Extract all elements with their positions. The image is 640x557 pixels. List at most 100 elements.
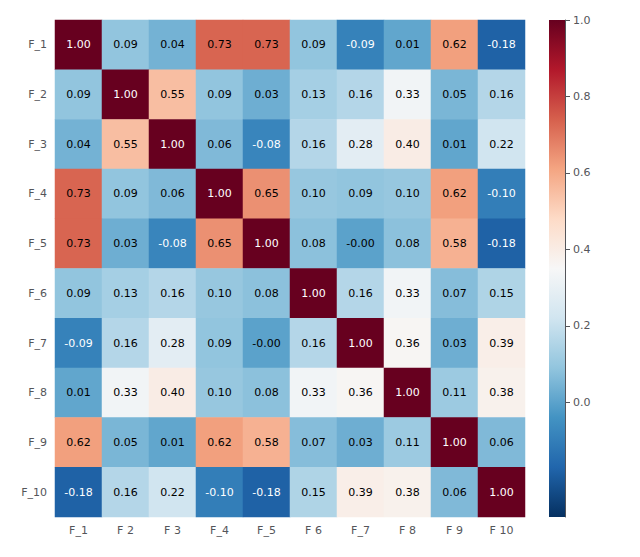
svg-text:0.6: 0.6: [573, 166, 591, 179]
svg-text:-0.18: -0.18: [64, 486, 92, 499]
svg-text:0.13: 0.13: [113, 287, 138, 300]
svg-text:0.0: 0.0: [573, 396, 591, 409]
svg-text:0.01: 0.01: [66, 386, 91, 399]
svg-text:0.62: 0.62: [66, 436, 91, 449]
svg-text:0.16: 0.16: [489, 88, 514, 101]
svg-text:0.62: 0.62: [207, 436, 232, 449]
svg-text:F 3: F 3: [164, 524, 181, 537]
svg-text:0.11: 0.11: [395, 436, 420, 449]
svg-text:0.01: 0.01: [395, 38, 420, 51]
svg-text:1.0: 1.0: [573, 14, 591, 27]
svg-text:0.16: 0.16: [348, 287, 373, 300]
svg-text:0.08: 0.08: [254, 386, 279, 399]
svg-text:0.58: 0.58: [442, 237, 467, 250]
svg-text:F_4: F_4: [28, 187, 47, 200]
svg-text:0.03: 0.03: [113, 237, 138, 250]
svg-text:0.33: 0.33: [301, 386, 326, 399]
svg-text:0.15: 0.15: [301, 486, 326, 499]
svg-text:0.62: 0.62: [442, 38, 467, 51]
svg-text:F_4: F_4: [210, 524, 229, 537]
svg-text:0.06: 0.06: [442, 486, 467, 499]
svg-text:0.22: 0.22: [160, 486, 185, 499]
svg-text:-0.18: -0.18: [487, 38, 515, 51]
svg-text:F_8: F_8: [28, 386, 47, 399]
svg-text:0.16: 0.16: [301, 337, 326, 350]
svg-text:0.16: 0.16: [348, 88, 373, 101]
svg-text:0.01: 0.01: [442, 138, 467, 151]
svg-text:0.01: 0.01: [160, 436, 185, 449]
svg-text:0.2: 0.2: [573, 319, 591, 332]
svg-text:0.15: 0.15: [489, 287, 514, 300]
svg-text:0.62: 0.62: [442, 187, 467, 200]
svg-text:-0.09: -0.09: [64, 337, 92, 350]
svg-text:-0.18: -0.18: [487, 237, 515, 250]
svg-text:0.03: 0.03: [348, 436, 373, 449]
svg-text:1.00: 1.00: [489, 486, 514, 499]
svg-text:-0.08: -0.08: [158, 237, 186, 250]
svg-text:0.58: 0.58: [254, 436, 279, 449]
svg-text:1.00: 1.00: [66, 38, 91, 51]
svg-text:0.09: 0.09: [301, 38, 326, 51]
svg-text:0.55: 0.55: [113, 138, 138, 151]
svg-text:0.10: 0.10: [301, 187, 326, 200]
svg-text:0.09: 0.09: [66, 287, 91, 300]
svg-text:1.00: 1.00: [442, 436, 467, 449]
svg-text:0.07: 0.07: [301, 436, 326, 449]
svg-text:0.38: 0.38: [489, 386, 514, 399]
svg-text:F 6: F 6: [305, 524, 322, 537]
svg-text:F_9: F_9: [28, 436, 47, 449]
svg-text:1.00: 1.00: [301, 287, 326, 300]
svg-text:0.09: 0.09: [348, 187, 373, 200]
svg-text:F_1: F_1: [28, 38, 47, 51]
svg-text:-0.00: -0.00: [252, 337, 280, 350]
svg-text:0.11: 0.11: [442, 386, 467, 399]
svg-text:F_7: F_7: [28, 337, 47, 350]
svg-text:0.39: 0.39: [348, 486, 373, 499]
svg-text:0.16: 0.16: [113, 486, 138, 499]
svg-text:-0.08: -0.08: [252, 138, 280, 151]
svg-text:0.06: 0.06: [207, 138, 232, 151]
svg-text:0.03: 0.03: [442, 337, 467, 350]
svg-text:0.73: 0.73: [66, 187, 91, 200]
svg-text:0.36: 0.36: [395, 337, 420, 350]
svg-text:1.00: 1.00: [113, 88, 138, 101]
svg-text:0.4: 0.4: [573, 243, 591, 256]
svg-text:F_6: F_6: [28, 287, 47, 300]
svg-text:0.36: 0.36: [348, 386, 373, 399]
svg-text:0.09: 0.09: [66, 88, 91, 101]
svg-text:0.04: 0.04: [160, 38, 185, 51]
svg-text:0.33: 0.33: [113, 386, 138, 399]
svg-text:F_5: F_5: [28, 237, 47, 250]
svg-text:F_1: F_1: [69, 524, 88, 537]
svg-text:0.09: 0.09: [113, 38, 138, 51]
svg-text:F_7: F_7: [351, 524, 370, 537]
svg-text:0.65: 0.65: [207, 237, 232, 250]
svg-text:0.13: 0.13: [301, 88, 326, 101]
svg-text:-0.00: -0.00: [346, 237, 374, 250]
svg-text:0.73: 0.73: [254, 38, 279, 51]
svg-text:F 9: F 9: [446, 524, 463, 537]
svg-text:0.09: 0.09: [207, 88, 232, 101]
svg-text:0.09: 0.09: [207, 337, 232, 350]
svg-text:F_3: F_3: [28, 138, 47, 151]
svg-text:0.05: 0.05: [113, 436, 138, 449]
svg-text:0.09: 0.09: [113, 187, 138, 200]
svg-text:F 10: F 10: [490, 524, 514, 537]
svg-text:F_2: F_2: [28, 88, 47, 101]
svg-text:1.00: 1.00: [207, 187, 232, 200]
svg-text:0.40: 0.40: [395, 138, 420, 151]
svg-text:F_5: F_5: [257, 524, 276, 537]
svg-text:-0.18: -0.18: [252, 486, 280, 499]
svg-text:0.08: 0.08: [254, 287, 279, 300]
svg-text:0.73: 0.73: [207, 38, 232, 51]
svg-text:-0.09: -0.09: [346, 38, 374, 51]
svg-text:0.08: 0.08: [395, 237, 420, 250]
svg-text:1.00: 1.00: [254, 237, 279, 250]
svg-text:-0.10: -0.10: [205, 486, 233, 499]
svg-text:0.03: 0.03: [254, 88, 279, 101]
svg-text:0.73: 0.73: [66, 237, 91, 250]
svg-text:1.00: 1.00: [160, 138, 185, 151]
svg-text:0.8: 0.8: [573, 90, 591, 103]
svg-text:0.33: 0.33: [395, 287, 420, 300]
svg-text:1.00: 1.00: [348, 337, 373, 350]
